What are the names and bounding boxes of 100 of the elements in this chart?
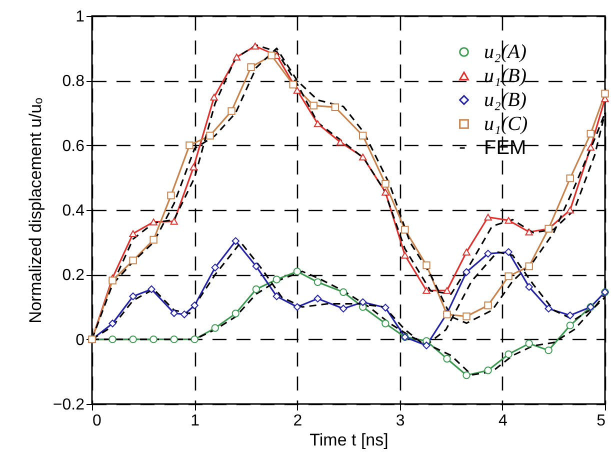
point (251, 42, 259, 50)
point (293, 86, 302, 94)
point (525, 262, 533, 270)
point (544, 304, 552, 312)
point (462, 312, 470, 320)
point (211, 324, 219, 332)
point (331, 103, 340, 112)
point (232, 237, 240, 245)
legend-label: u₂(B) (484, 89, 527, 111)
x-tick-label: 4 (498, 412, 508, 430)
point (148, 285, 156, 294)
y-tick-label: 0.6 (62, 138, 85, 155)
point (170, 218, 178, 225)
y-tick-label: 1 (76, 8, 85, 26)
point (150, 335, 158, 344)
y-tick-label: −0.2 (52, 396, 85, 414)
point (314, 294, 322, 302)
point (462, 248, 470, 256)
point (484, 214, 492, 221)
point (422, 287, 430, 294)
point (272, 292, 281, 300)
point (566, 174, 574, 182)
point (310, 102, 318, 110)
point (359, 132, 367, 140)
point (108, 335, 116, 344)
x-tick-label: 1 (190, 412, 200, 430)
point (401, 252, 409, 259)
point (601, 90, 609, 98)
x-axis-title: Time t [ns] (310, 430, 388, 450)
point (314, 120, 322, 128)
point (443, 354, 451, 363)
point (359, 154, 367, 160)
point (484, 302, 492, 310)
point (167, 192, 175, 200)
point (232, 54, 241, 60)
point (129, 335, 137, 344)
legend-label: FEM (484, 137, 526, 159)
point (268, 52, 276, 60)
point (190, 164, 198, 170)
y-tick-label: 0.4 (62, 202, 85, 220)
y-tick-label: 0 (76, 332, 85, 349)
point (314, 278, 322, 286)
x-tick-label: 2 (293, 412, 302, 430)
point (443, 287, 451, 294)
y-tick-label: 0.8 (62, 73, 85, 90)
point (336, 138, 344, 146)
point (359, 298, 367, 306)
point (525, 228, 533, 236)
point (525, 340, 533, 348)
point (129, 230, 137, 238)
point (170, 335, 178, 344)
x-tick-label: 5 (596, 412, 606, 430)
point (504, 272, 512, 280)
point (504, 248, 512, 256)
point (504, 216, 512, 224)
point (586, 144, 594, 151)
point (150, 236, 158, 244)
point (289, 80, 297, 88)
point (422, 342, 430, 350)
point (252, 262, 260, 270)
point (272, 276, 281, 284)
point (210, 94, 218, 101)
point (504, 350, 512, 358)
point (211, 264, 219, 272)
point (566, 322, 574, 330)
y-axis-title: Normalized displacement u/uₒ (26, 98, 45, 324)
point (566, 312, 574, 320)
point (129, 292, 137, 300)
point (422, 261, 430, 270)
point (129, 256, 137, 264)
point (525, 283, 533, 291)
point (190, 335, 198, 344)
point (293, 303, 302, 311)
point (382, 188, 390, 196)
point (190, 302, 198, 310)
point (108, 276, 116, 284)
point (544, 346, 552, 354)
legend-label: u₂(A) (484, 41, 527, 63)
point (247, 63, 255, 71)
point (170, 309, 178, 317)
point (206, 132, 214, 140)
point (150, 218, 158, 226)
point (186, 141, 194, 150)
point (401, 226, 409, 234)
point (293, 268, 302, 276)
point (484, 250, 492, 258)
point (382, 320, 390, 328)
point (228, 107, 236, 115)
x-tick-label: 0 (92, 412, 102, 430)
point (382, 304, 390, 312)
point (232, 310, 240, 318)
point (340, 288, 348, 296)
point (586, 130, 594, 138)
point (484, 366, 492, 374)
point (462, 371, 470, 380)
x-tick-label: 3 (396, 412, 405, 430)
point (462, 268, 470, 276)
point (340, 304, 348, 312)
y-tick-label: 0.2 (62, 267, 85, 284)
point (566, 206, 574, 214)
